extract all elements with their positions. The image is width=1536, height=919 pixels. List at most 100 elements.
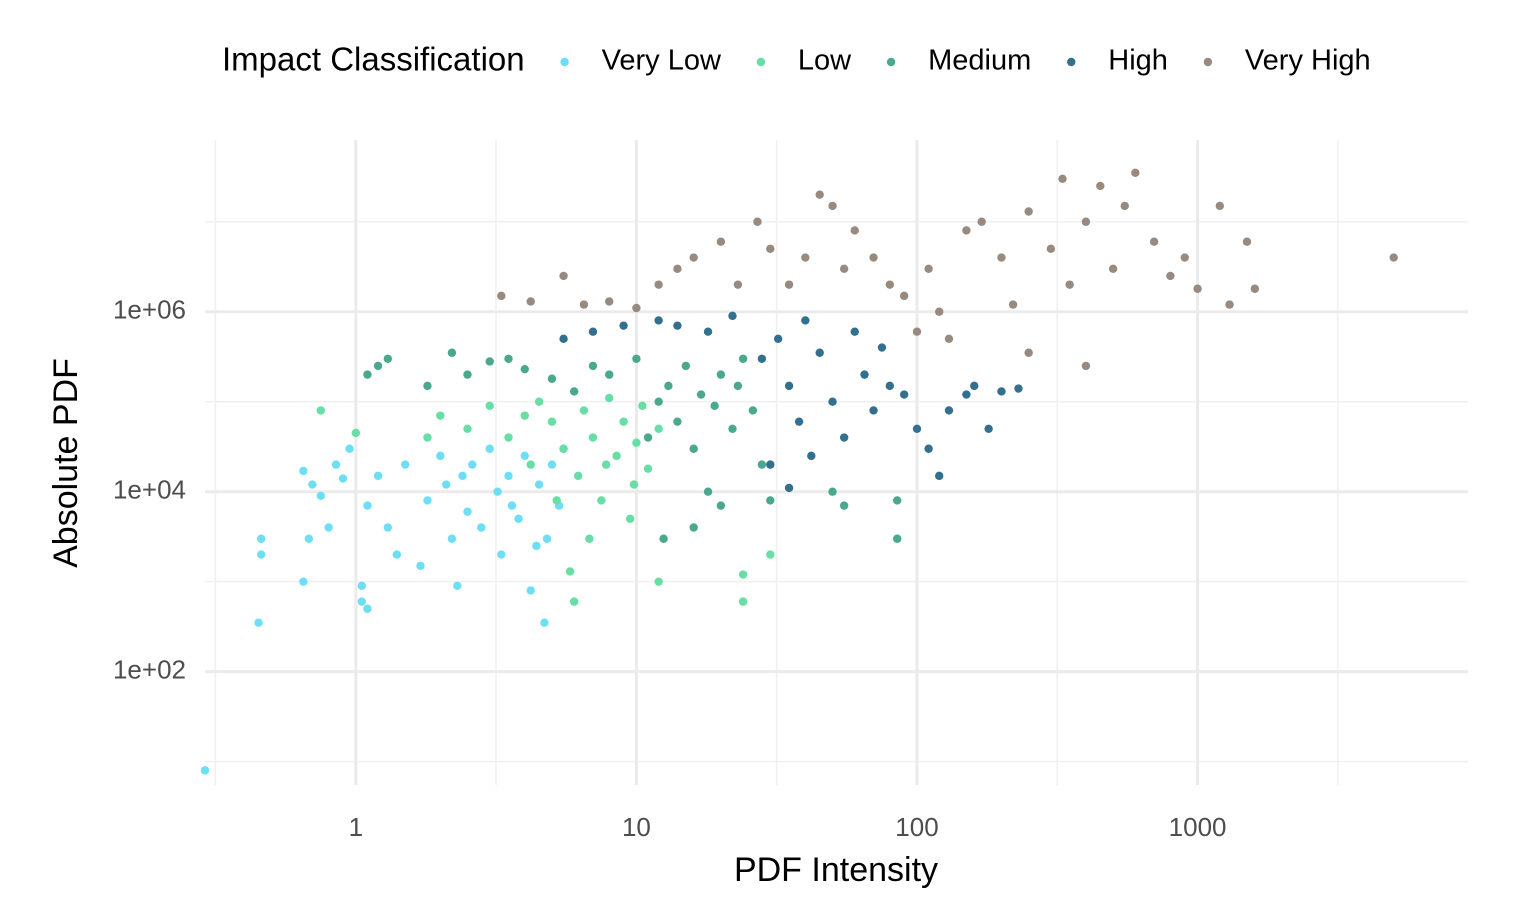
point: [1081, 217, 1091, 226]
point: [738, 597, 748, 606]
point: [892, 496, 902, 505]
point: [659, 534, 668, 543]
point: [654, 316, 663, 325]
point: [1389, 253, 1398, 262]
point: [1081, 361, 1091, 371]
point: [673, 264, 682, 273]
point: [1180, 253, 1189, 262]
point: [1024, 207, 1033, 216]
point: [1096, 181, 1105, 191]
point: [962, 226, 971, 235]
point: [997, 387, 1006, 396]
point: [681, 361, 691, 371]
point: [619, 321, 628, 330]
point: [877, 343, 887, 352]
point: [304, 534, 314, 543]
point: [423, 433, 432, 442]
point: [869, 253, 878, 262]
point: [962, 390, 971, 399]
point: [1242, 237, 1252, 246]
point: [497, 291, 506, 301]
point: [559, 444, 568, 453]
point: [363, 501, 372, 510]
point: [912, 424, 922, 433]
point: [485, 401, 494, 411]
point: [497, 550, 506, 559]
point: [1108, 264, 1118, 273]
point: [1008, 300, 1018, 309]
point: [696, 390, 706, 399]
point: [504, 433, 513, 442]
point: [753, 217, 762, 226]
point: [468, 460, 477, 469]
point: [299, 577, 308, 586]
point: [643, 433, 653, 442]
point: [733, 381, 743, 391]
point: [588, 433, 598, 442]
point: [520, 411, 529, 420]
legend-label: High: [1108, 45, 1168, 77]
point: [520, 364, 529, 374]
point: [520, 451, 529, 461]
point: [416, 561, 425, 571]
point: [892, 534, 902, 543]
point: [363, 370, 372, 379]
point: [977, 217, 986, 226]
point: [1024, 348, 1033, 357]
legend-title: Impact Classification: [222, 41, 525, 78]
point: [299, 466, 308, 476]
point: [316, 406, 325, 415]
point: [526, 586, 535, 595]
point: [605, 297, 614, 306]
legend-marker: [1203, 57, 1213, 67]
x-tick-label: 1: [349, 812, 363, 842]
point: [316, 491, 325, 501]
x-axis-title: PDF Intensity: [734, 851, 938, 889]
point: [565, 567, 575, 576]
point: [673, 321, 682, 330]
point: [839, 264, 849, 273]
x-tick-label: 1000: [1169, 812, 1227, 842]
point: [766, 244, 775, 254]
grid: [205, 140, 1468, 785]
point: [703, 327, 713, 336]
point: [383, 523, 393, 532]
legend-label: Low: [798, 45, 852, 77]
point: [1225, 300, 1234, 309]
point: [815, 190, 824, 199]
point: [534, 480, 544, 489]
point: [373, 471, 383, 481]
point: [935, 471, 944, 481]
point: [869, 406, 878, 415]
point: [766, 550, 775, 559]
point: [643, 464, 653, 473]
point: [559, 271, 568, 281]
point: [828, 487, 837, 496]
point: [514, 514, 523, 523]
point: [540, 618, 549, 627]
point: [257, 534, 266, 543]
point: [601, 460, 611, 469]
point: [716, 501, 726, 510]
point: [542, 534, 552, 543]
point: [828, 201, 837, 211]
point: [1120, 201, 1129, 211]
point: [463, 424, 472, 433]
point: [924, 264, 933, 273]
point: [748, 406, 758, 415]
legend-label: Medium: [928, 45, 1031, 77]
point: [801, 316, 810, 325]
point: [654, 577, 663, 586]
point: [689, 253, 698, 262]
point: [338, 474, 348, 483]
point: [935, 307, 944, 316]
point: [383, 354, 393, 363]
point: [1149, 237, 1159, 246]
point: [944, 406, 954, 415]
point: [924, 444, 933, 453]
point: [504, 354, 513, 363]
point: [579, 300, 589, 309]
point: [632, 438, 641, 447]
point: [485, 357, 494, 366]
point: [254, 618, 263, 627]
